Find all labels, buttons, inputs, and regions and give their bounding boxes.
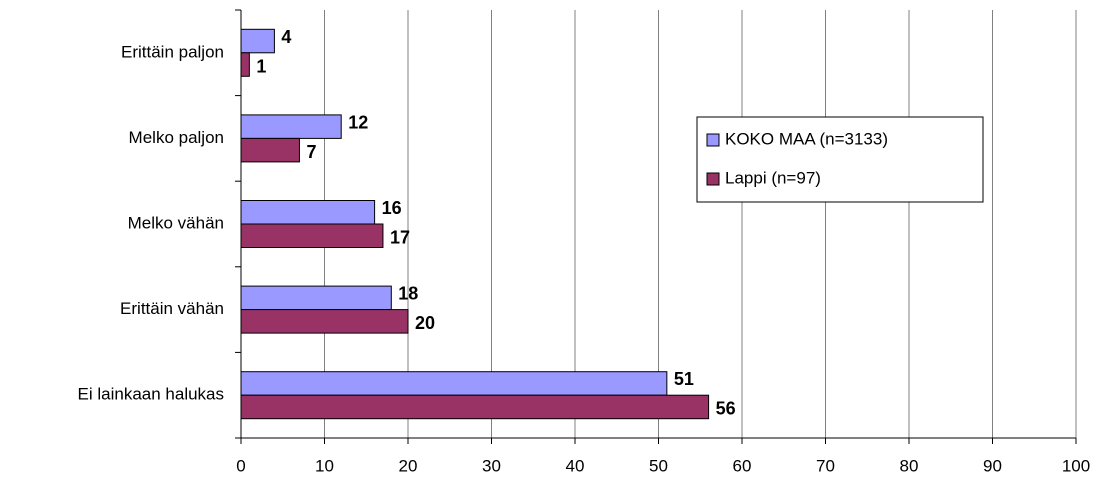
bar <box>240 309 409 334</box>
bar <box>240 114 342 139</box>
x-tick-label: 30 <box>482 456 501 475</box>
bar <box>240 394 710 420</box>
bar <box>240 285 392 311</box>
value-label: 12 <box>348 112 368 132</box>
x-tick-label: 40 <box>566 456 585 475</box>
x-tick-label: 100 <box>1062 456 1090 475</box>
value-label: 7 <box>306 142 316 162</box>
legend-box <box>696 116 984 203</box>
legend-swatch <box>706 133 720 147</box>
bar <box>240 200 376 225</box>
bar <box>240 137 300 163</box>
x-tick-label: 70 <box>816 456 835 475</box>
x-tick-label: 60 <box>733 456 752 475</box>
x-tick-label: 0 <box>236 456 245 475</box>
x-tick-label: 10 <box>315 456 334 475</box>
y-tick-label: Ei lainkaan halukas <box>78 385 224 404</box>
x-tick-label: 20 <box>399 456 418 475</box>
y-tick-label: Erittäin paljon <box>121 42 224 61</box>
legend-label: KOKO MAA (n=3133) <box>725 129 888 148</box>
y-tick-label: Melko vähän <box>128 213 224 232</box>
x-tick-label: 90 <box>983 456 1002 475</box>
value-label: 56 <box>716 399 736 419</box>
x-tick-label: 50 <box>649 456 668 475</box>
legend-label: Lappi (n=97) <box>725 168 821 187</box>
bar <box>240 371 668 396</box>
value-label: 4 <box>281 27 291 47</box>
legend-swatch <box>706 172 720 186</box>
value-label: 51 <box>674 369 694 389</box>
bar <box>240 28 275 54</box>
value-label: 18 <box>398 284 418 304</box>
y-tick-label: Erittäin vähän <box>120 299 224 318</box>
value-label: 20 <box>415 313 435 333</box>
x-tick-label: 80 <box>900 456 919 475</box>
value-label: 1 <box>256 56 266 76</box>
value-label: 16 <box>382 198 402 218</box>
bar <box>240 223 384 248</box>
bar <box>240 52 250 77</box>
y-tick-label: Melko paljon <box>129 128 224 147</box>
value-label: 17 <box>390 228 410 248</box>
